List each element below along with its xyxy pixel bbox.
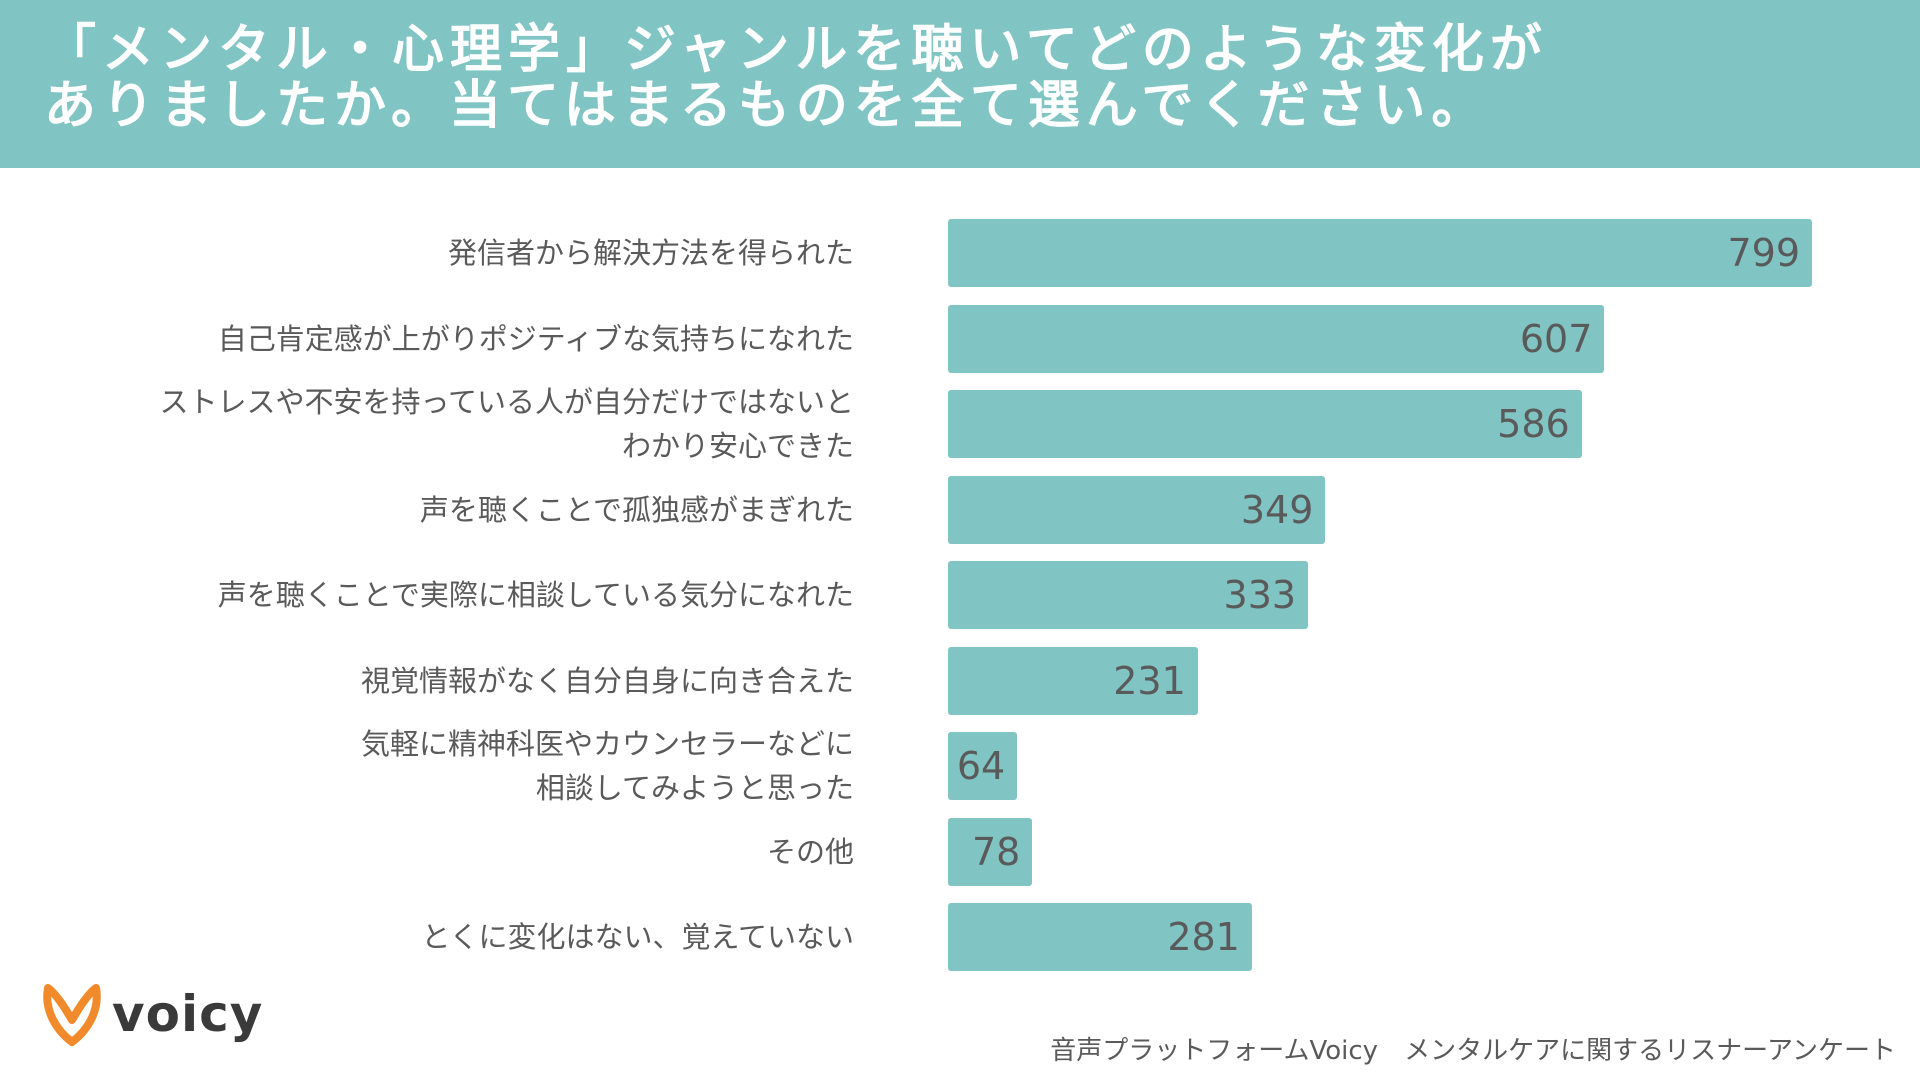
category-label-line: わかり安心できた	[621, 429, 854, 463]
category-label: 自己肯定感が上がりポジティブな気持ちになれた	[0, 317, 854, 361]
category-label-line: 自己肯定感が上がりポジティブな気持ちになれた	[217, 321, 854, 356]
chart-title-line-2: ありましたか。当てはまるものを全て選んでください。	[44, 76, 1490, 136]
chart-title: 「メンタル・心理学」ジャンルを聴いてどのような変化が ありましたか。当てはまるも…	[44, 22, 1864, 134]
voicy-logo-text: voicy	[112, 985, 264, 1043]
voicy-logo-icon	[43, 984, 101, 1046]
category-label-line: その他	[766, 834, 854, 869]
bar	[948, 390, 1582, 458]
category-label-line: とくに変化はない、覚えていない	[421, 920, 854, 954]
category-label: 声を聴くことで孤独感がまぎれた	[0, 488, 854, 532]
bar-value-label: 799	[1727, 231, 1800, 275]
bar	[948, 304, 1605, 373]
bar-value-label: 64	[956, 744, 1006, 788]
bar-value-label: 231	[1113, 658, 1186, 703]
bar	[948, 732, 1018, 800]
bar-value-label: 607	[1519, 316, 1593, 361]
category-label: 視覚情報がなく自分自身に向き合えた	[0, 659, 854, 703]
title-banner: 「メンタル・心理学」ジャンルを聴いてどのような変化が ありましたか。当てはまるも…	[0, 0, 1920, 168]
category-label-line: 視覚情報がなく自分自身に向き合えた	[360, 663, 854, 698]
bar	[948, 903, 1252, 971]
bar-value-label: 78	[971, 829, 1021, 874]
category-label-line: 声を聴くことで孤独感がまぎれた	[419, 492, 854, 527]
category-label-line: 気軽に精神科医やカウンセラーなどに	[360, 727, 854, 761]
bar-value-label: 349	[1240, 487, 1314, 532]
bar	[948, 646, 1198, 715]
category-label: 発信者から解決方法を得られた	[0, 231, 854, 275]
bar	[948, 561, 1309, 629]
category-label-line: 声を聴くことで実際に相談している気分になれた	[217, 578, 854, 612]
category-label: ストレスや不安を持っている人が自分だけではないとわかり安心できた	[0, 380, 854, 468]
bar-value-label: 281	[1167, 915, 1240, 959]
category-label: とくに変化はない、覚えていない	[0, 915, 854, 959]
category-label-line: 発信者から解決方法を得られた	[447, 236, 854, 270]
category-label: 声を聴くことで実際に相談している気分になれた	[0, 573, 854, 617]
category-label: 気軽に精神科医やカウンセラーなどに相談してみようと思った	[0, 722, 854, 810]
chart-title-line-1: 「メンタル・心理学」ジャンルを聴いてどのような変化が	[44, 20, 1548, 80]
voicy-logo: voicy	[42, 980, 263, 1048]
bar	[948, 817, 1033, 886]
category-label-line: ストレスや不安を持っている人が自分だけではないと	[159, 385, 854, 419]
footer-source: 音声プラットフォームVoicy メンタルケアに関するリスナーアンケート	[1050, 1036, 1896, 1066]
bar-value-label: 586	[1497, 402, 1570, 446]
bar-value-label: 333	[1223, 573, 1297, 617]
bar	[948, 475, 1326, 544]
category-label-line: 相談してみようと思った	[535, 771, 854, 805]
category-label: その他	[0, 830, 854, 874]
bar	[948, 219, 1812, 287]
